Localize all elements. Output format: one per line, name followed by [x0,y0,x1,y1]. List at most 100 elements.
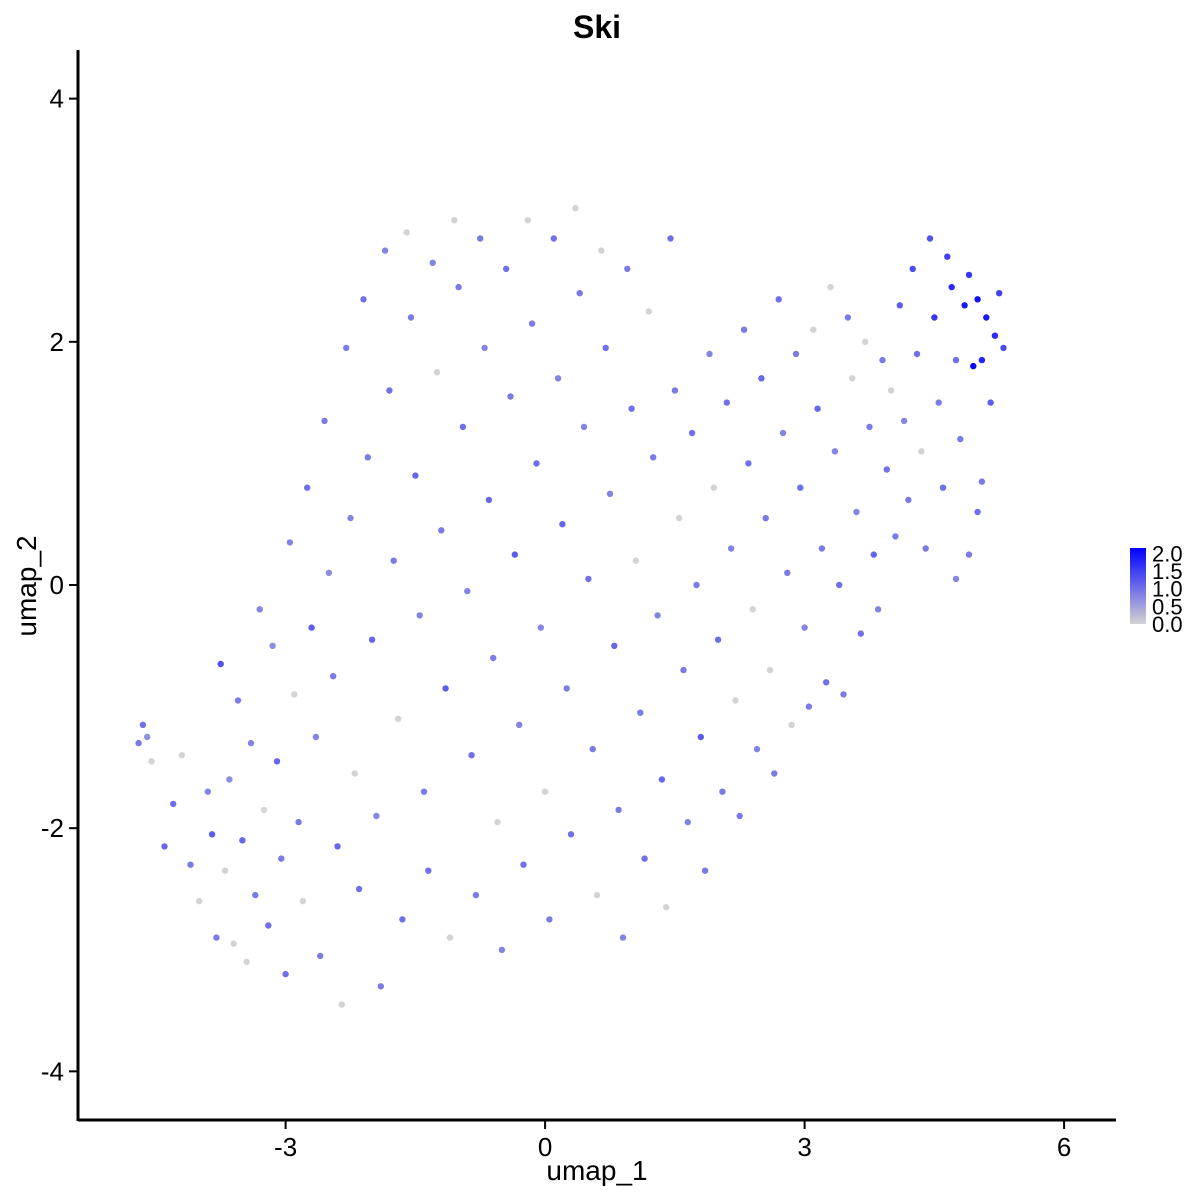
data-point-32 [304,484,311,491]
data-point-166 [883,466,890,473]
legend-tick-label: 2.0 [1152,541,1183,566]
y-tick-label: 0 [50,570,64,600]
chart-title: Ski [573,9,621,45]
data-point-5 [170,800,177,808]
data-point-116 [667,235,674,242]
data-point-130 [727,545,735,552]
data-point-188 [978,356,986,364]
data-point-133 [740,326,748,333]
data-point-58 [416,612,423,619]
data-point-38 [330,673,337,680]
data-point-118 [676,514,683,522]
data-point-154 [831,448,839,455]
data-point-189 [983,314,990,321]
data-point-31 [299,897,307,905]
data-point-152 [823,679,830,686]
data-point-153 [827,283,834,291]
data-point-106 [624,265,631,273]
data-point-127 [714,636,722,643]
data-point-56 [407,314,415,321]
data-point-157 [844,314,852,321]
data-point-95 [576,290,583,297]
data-point-16 [234,697,242,704]
data-point-57 [412,472,419,479]
data-point-91 [559,521,566,528]
data-point-72 [477,235,484,242]
data-point-40 [338,1001,345,1008]
data-point-171 [905,496,912,504]
data-point-45 [360,296,367,303]
data-point-84 [528,320,536,327]
data-point-181 [948,283,955,291]
data-point-145 [792,350,800,358]
legend-tick-label: 0.5 [1152,594,1183,619]
data-point-144 [788,721,795,728]
data-point-24 [269,642,276,649]
data-point-76 [494,818,501,826]
data-point-146 [797,484,804,491]
data-point-69 [464,587,471,595]
data-point-113 [654,612,661,619]
data-point-190 [987,399,994,406]
data-point-8 [195,897,203,905]
data-point-100 [598,247,605,254]
data-point-9 [204,788,211,795]
data-point-19 [247,739,255,747]
y-axis-title: umap_2 [11,535,42,636]
x-ticks: -3 0 3 6 [274,1120,1071,1162]
data-point-85 [533,460,540,467]
data-point-115 [663,904,670,911]
data-point-13 [221,867,229,874]
data-point-52 [390,557,397,564]
data-point-143 [784,569,791,576]
data-point-182 [952,356,960,364]
data-point-47 [368,636,376,643]
data-point-22 [260,806,268,814]
data-point-48 [373,812,380,820]
data-point-97 [585,575,592,583]
data-point-6 [178,752,185,759]
data-point-123 [697,733,704,741]
data-point-121 [688,429,696,437]
data-point-178 [935,399,942,406]
data-point-129 [723,399,730,406]
data-point-139 [766,666,774,674]
data-point-94 [572,204,579,212]
data-point-26 [278,855,285,862]
y-tick-label: 4 [50,84,64,114]
data-point-18 [243,958,250,966]
data-point-17 [239,837,246,844]
data-point-134 [745,460,752,467]
data-point-179 [939,484,947,491]
data-point-165 [879,356,886,364]
data-point-162 [866,423,873,431]
data-point-150 [814,405,821,412]
data-point-98 [589,745,596,753]
data-point-66 [451,217,458,224]
data-point-163 [870,551,877,558]
data-point-0 [135,739,142,747]
data-point-79 [507,393,514,400]
data-point-120 [684,818,691,826]
data-point-44 [355,885,363,893]
data-point-105 [619,934,627,941]
data-point-108 [632,557,640,564]
data-point-160 [857,630,864,637]
data-point-75 [490,654,497,662]
data-point-111 [645,308,653,315]
data-point-156 [840,691,847,698]
data-point-37 [325,569,333,576]
data-point-53 [394,715,402,722]
data-point-107 [628,405,635,412]
points-layer [135,204,1007,1008]
data-point-55 [403,229,410,236]
data-point-30 [295,818,302,826]
data-point-93 [567,831,575,838]
data-point-128 [719,788,726,795]
data-point-96 [580,423,588,431]
data-point-43 [351,770,358,777]
data-point-196 [965,551,973,558]
data-point-193 [1000,344,1007,352]
data-point-80 [511,551,518,558]
data-point-155 [836,581,843,589]
